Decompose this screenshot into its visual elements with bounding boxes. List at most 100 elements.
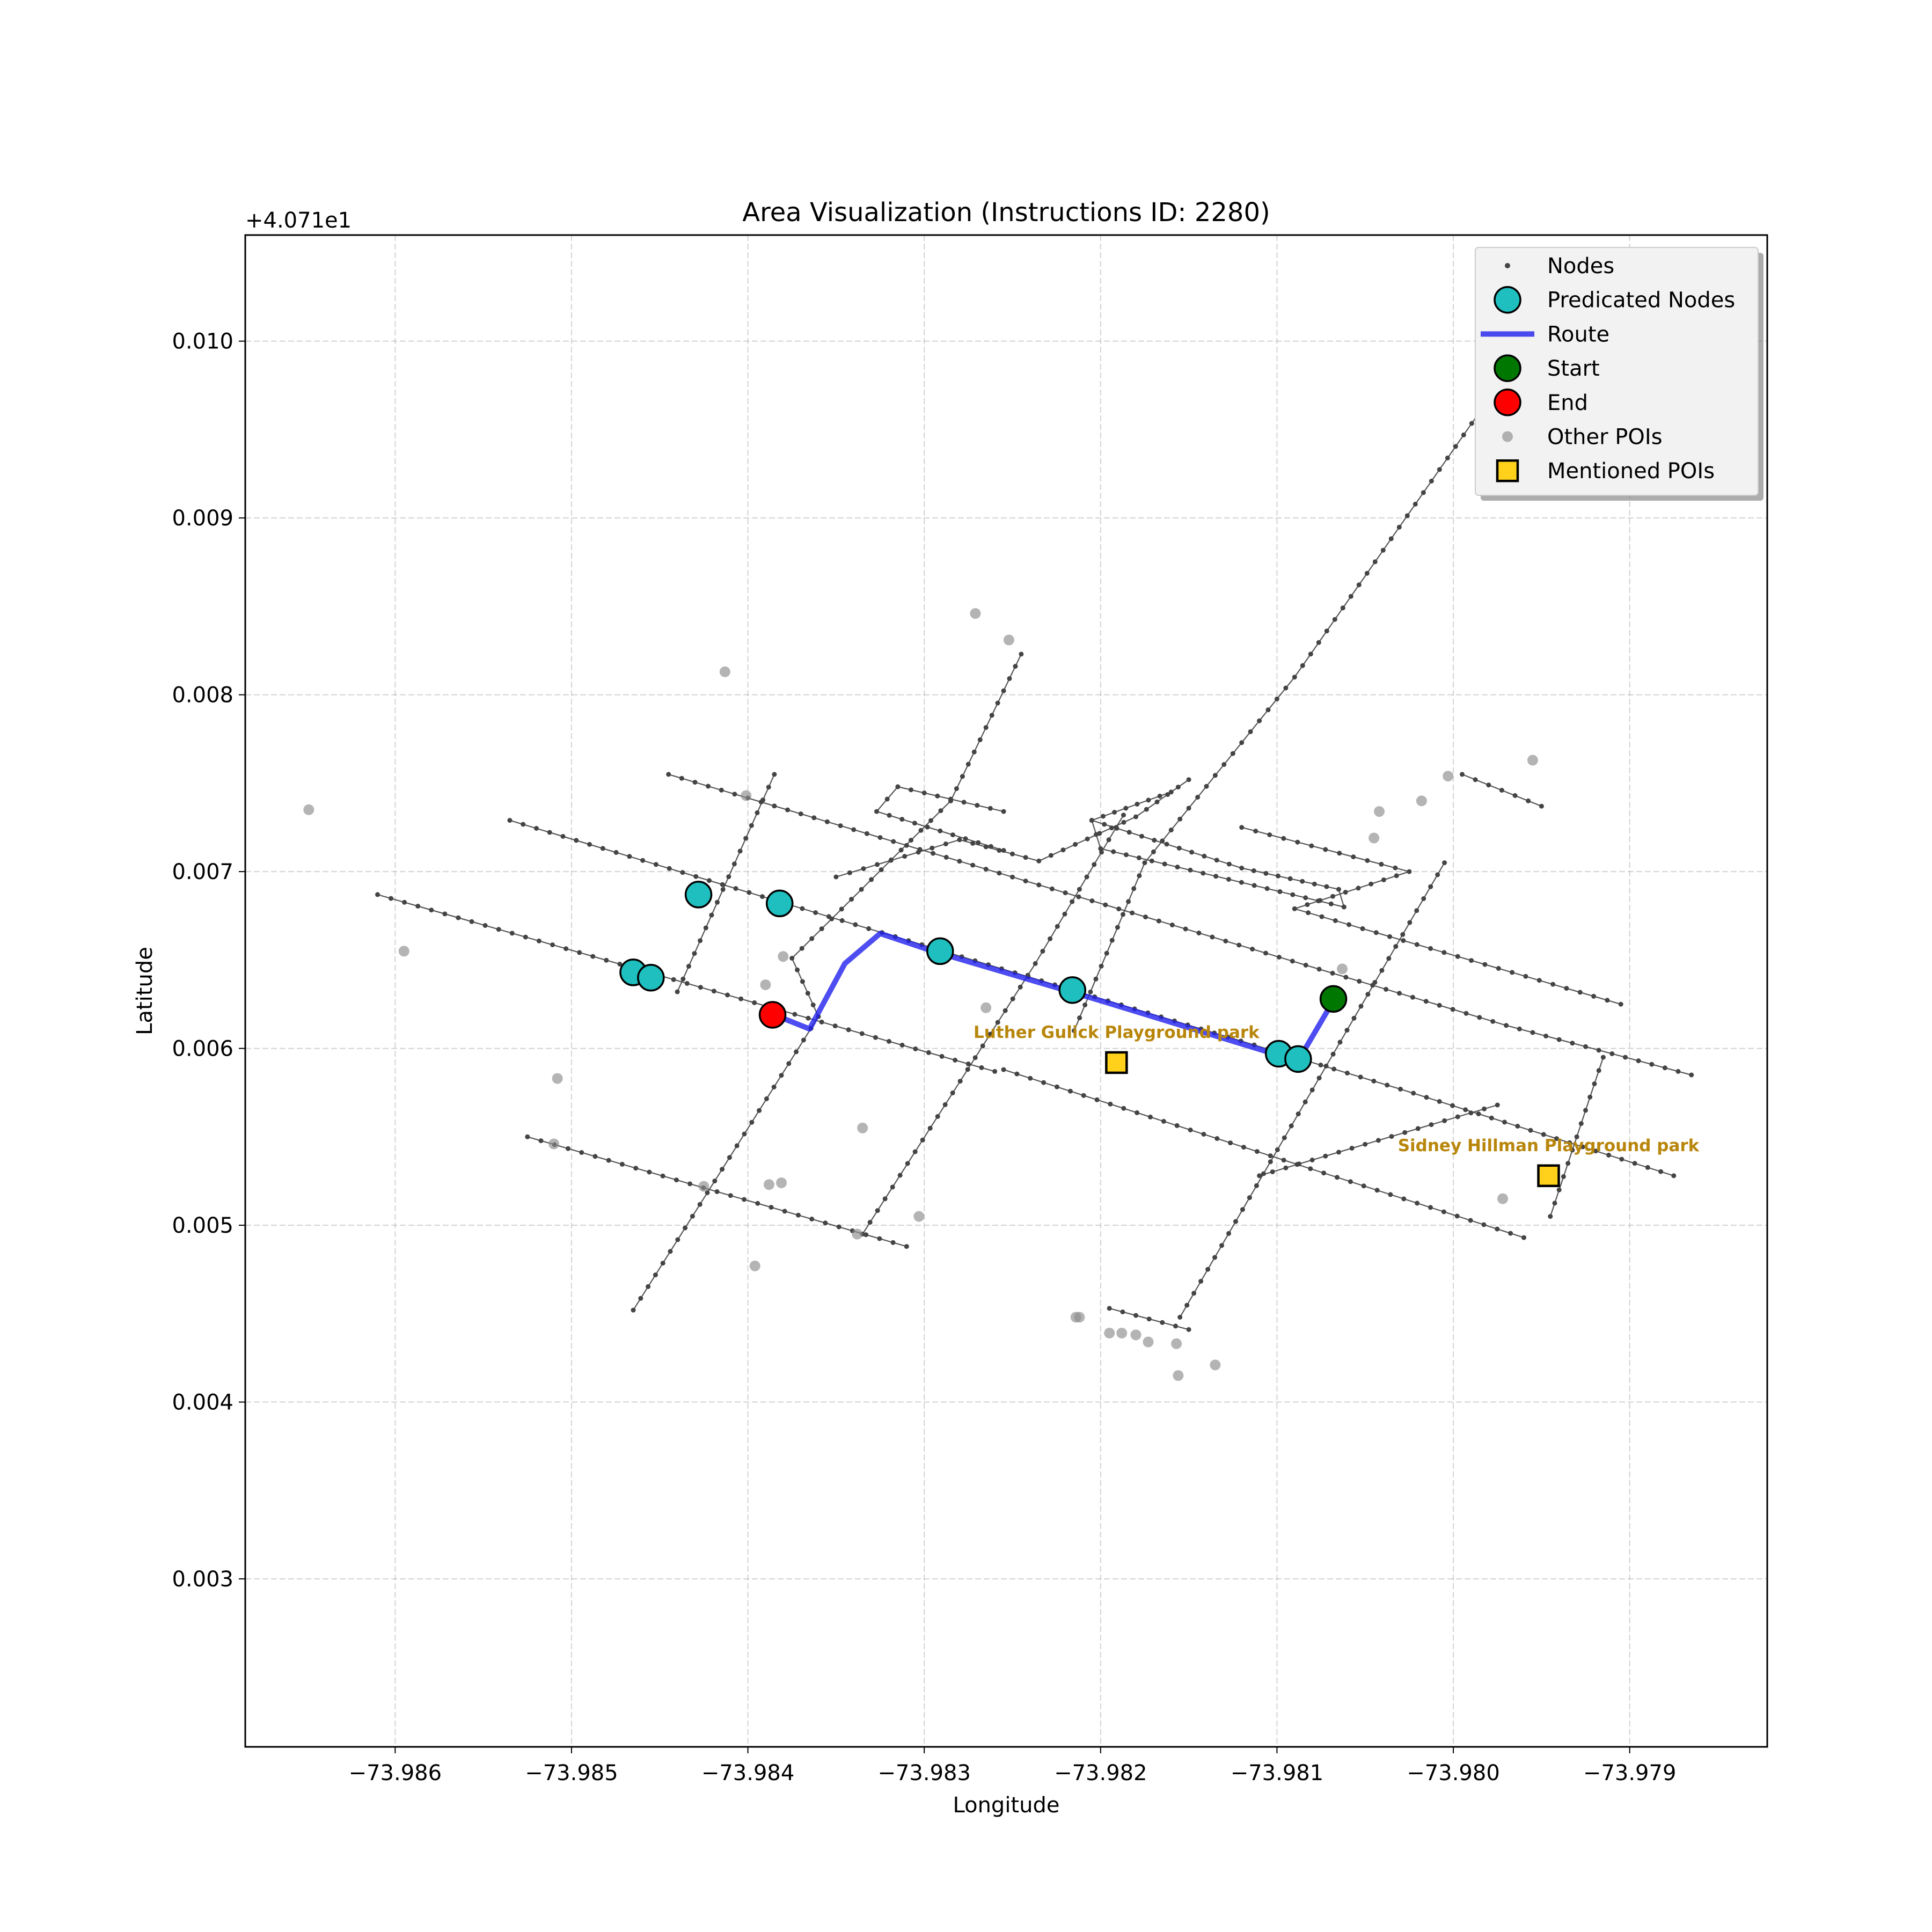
street-node bbox=[1055, 1084, 1059, 1089]
y-tick-label: 0.006 bbox=[172, 1037, 233, 1062]
street-node bbox=[1084, 874, 1089, 880]
legend-item-nodes: Nodes bbox=[1505, 254, 1614, 279]
other-poi bbox=[749, 1260, 760, 1271]
other-poi bbox=[1143, 1336, 1154, 1348]
street-node bbox=[782, 1209, 787, 1214]
street-node bbox=[1254, 1149, 1260, 1154]
street-node bbox=[1316, 640, 1321, 645]
street-node bbox=[950, 1091, 955, 1095]
street-node bbox=[693, 874, 699, 879]
street-node bbox=[1188, 867, 1193, 873]
street-node bbox=[846, 1027, 851, 1033]
street-node bbox=[1283, 685, 1289, 691]
street-node bbox=[1400, 932, 1406, 937]
street-node bbox=[1263, 950, 1268, 956]
street-node bbox=[604, 957, 609, 963]
street-node bbox=[1305, 902, 1310, 908]
street-node bbox=[1396, 524, 1402, 530]
street-node bbox=[1214, 858, 1219, 863]
street-node bbox=[899, 817, 905, 822]
other-poi bbox=[857, 1122, 868, 1133]
street-node bbox=[509, 931, 515, 936]
street-node bbox=[1496, 966, 1501, 971]
street-node bbox=[606, 1158, 611, 1163]
start-end-markers bbox=[758, 985, 1348, 1029]
street-node bbox=[1550, 982, 1556, 987]
street-node bbox=[742, 1197, 747, 1202]
street-node bbox=[976, 840, 981, 845]
street-node bbox=[1543, 1034, 1549, 1038]
street-node bbox=[882, 1196, 888, 1202]
street-node bbox=[1552, 1201, 1557, 1206]
street-node bbox=[1605, 998, 1610, 1003]
street-node bbox=[574, 838, 579, 843]
street-node bbox=[965, 1061, 971, 1066]
x-axis-ticks: −73.986 −73.985 −73.984 −73.983 −73.982 −73.9… bbox=[349, 1747, 1676, 1785]
street-node bbox=[521, 822, 526, 827]
street-node bbox=[1116, 906, 1122, 912]
street-node bbox=[912, 821, 917, 826]
legend-label: Mentioned POIs bbox=[1547, 459, 1715, 484]
street-node bbox=[709, 912, 714, 918]
street-node bbox=[983, 844, 989, 850]
street-node bbox=[703, 925, 708, 931]
street-node bbox=[1063, 890, 1068, 896]
street-node bbox=[977, 737, 983, 742]
street-node bbox=[732, 792, 737, 797]
street-node bbox=[1196, 931, 1202, 935]
street-node bbox=[785, 807, 790, 813]
street-node bbox=[819, 1019, 824, 1024]
street-node bbox=[1251, 868, 1256, 873]
street-node bbox=[965, 762, 971, 767]
other-poi bbox=[1074, 1312, 1085, 1323]
street-node bbox=[1340, 605, 1345, 611]
street-node bbox=[1195, 795, 1201, 800]
street-node bbox=[1076, 894, 1081, 899]
street-node bbox=[1101, 814, 1106, 819]
street-node bbox=[1177, 816, 1183, 822]
street-node bbox=[995, 1020, 1000, 1025]
street-node bbox=[760, 894, 765, 899]
y-tick-label: 0.003 bbox=[172, 1567, 233, 1592]
street-node bbox=[786, 1061, 792, 1066]
street-node bbox=[536, 938, 541, 943]
street-node bbox=[925, 824, 930, 830]
street-node bbox=[727, 1155, 732, 1160]
street-node bbox=[1388, 1192, 1393, 1197]
street-node bbox=[1257, 718, 1262, 723]
street-node bbox=[1173, 1323, 1178, 1329]
street-node bbox=[1277, 889, 1283, 894]
street-node bbox=[1135, 1110, 1140, 1115]
street-node bbox=[1357, 978, 1362, 984]
street-node bbox=[1276, 955, 1282, 960]
street-node bbox=[1429, 478, 1434, 484]
street-node bbox=[1093, 976, 1099, 982]
street-node bbox=[983, 725, 989, 730]
street-node bbox=[987, 1031, 993, 1037]
street-node bbox=[1048, 853, 1053, 858]
street-node bbox=[1302, 1099, 1308, 1104]
street-node bbox=[1580, 1144, 1585, 1150]
street-node bbox=[653, 862, 658, 867]
street-node bbox=[1675, 1069, 1681, 1074]
street-node bbox=[1161, 1118, 1166, 1124]
street-node bbox=[1578, 1121, 1584, 1126]
street-node bbox=[577, 950, 582, 955]
street-node bbox=[1265, 707, 1271, 713]
street-node bbox=[1033, 961, 1038, 966]
street-node bbox=[1169, 923, 1175, 927]
x-tick-label: −73.986 bbox=[349, 1761, 442, 1785]
street-node bbox=[1186, 777, 1191, 782]
street-node bbox=[975, 803, 980, 808]
mentioned-poi-marker bbox=[1537, 1164, 1560, 1188]
street-node bbox=[711, 989, 716, 994]
street-node bbox=[1175, 785, 1181, 790]
street-node bbox=[943, 854, 949, 860]
street-node bbox=[1121, 813, 1126, 818]
street-node bbox=[1292, 906, 1297, 911]
x-tick-label: −73.984 bbox=[701, 1761, 794, 1785]
street-node bbox=[798, 811, 803, 816]
street-node bbox=[1331, 1066, 1337, 1072]
node-markers bbox=[375, 409, 1694, 1332]
